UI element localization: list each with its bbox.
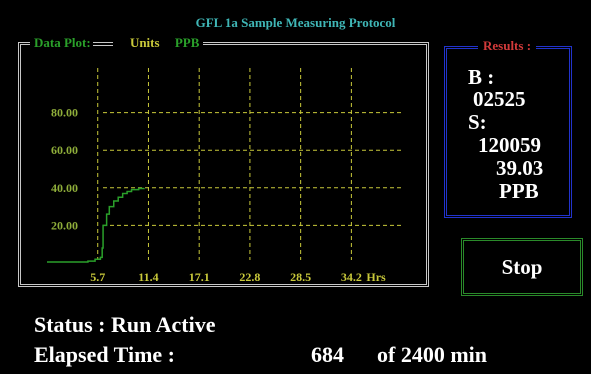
x-tick-label: 11.4 [138, 270, 158, 284]
data-plot-label: Data Plot: [34, 35, 91, 50]
b-value: 02525 [473, 87, 526, 111]
y-tick-label: 60.00 [51, 143, 78, 157]
y-tick-label: 40.00 [51, 181, 78, 195]
x-tick-label: 34.2 [341, 270, 362, 284]
x-tick-label: 28.5 [290, 270, 311, 284]
stop-button[interactable]: Stop [461, 238, 583, 296]
elapsed-time-total: of 2400 min [377, 342, 487, 367]
data-plot-frame [18, 42, 429, 287]
y-tick-label: 80.00 [51, 106, 78, 120]
concentration-value: 39.03 [496, 156, 544, 180]
x-tick-label: 17.1 [189, 270, 210, 284]
s-value: 120059 [478, 133, 541, 157]
b-label: B : [468, 65, 495, 89]
units-label: Units [129, 35, 160, 50]
data-plot-legend: Data Plot: Units PPB [30, 35, 204, 51]
window-title: GFL 1a Sample Measuring Protocol [195, 15, 396, 30]
status-text: Status : Run Active [34, 312, 216, 337]
results-title: Results : [478, 38, 537, 54]
x-tick-label: 22.8 [239, 270, 260, 284]
data-series-line [47, 187, 145, 263]
concentration-unit: PPB [499, 179, 539, 203]
s-label: S: [468, 110, 487, 134]
elapsed-time-value: 684 [311, 342, 344, 367]
units-value: PPB [174, 35, 200, 50]
elapsed-time-label: Elapsed Time : [34, 342, 175, 367]
legend-separator [92, 42, 113, 47]
x-axis-unit: Hrs [366, 270, 386, 284]
y-tick-label: 20.00 [51, 218, 78, 232]
x-tick-label: 5.7 [90, 270, 105, 284]
